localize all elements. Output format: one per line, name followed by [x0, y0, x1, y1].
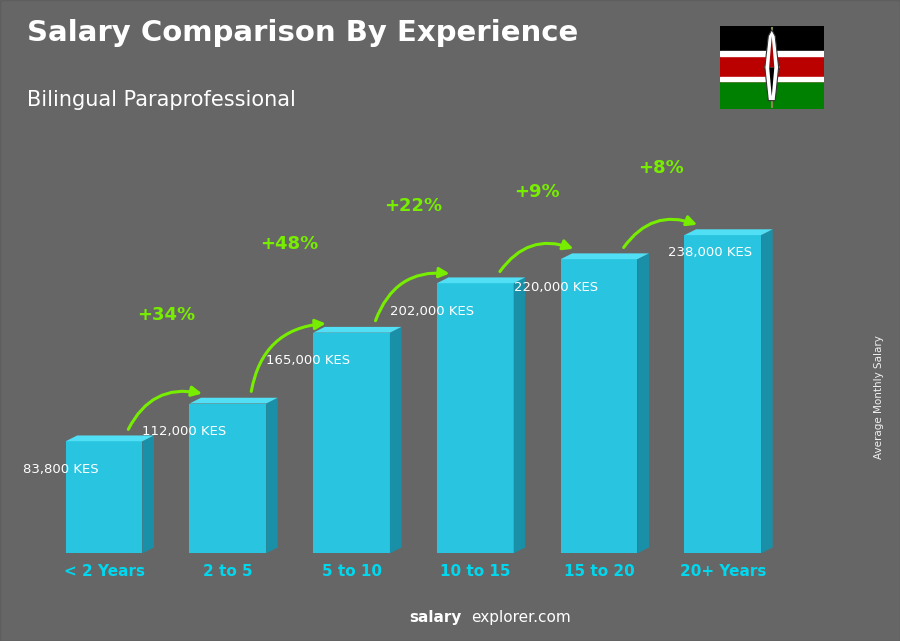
Text: salary: salary — [410, 610, 462, 625]
Text: 202,000 KES: 202,000 KES — [390, 305, 474, 318]
Polygon shape — [313, 327, 401, 333]
Text: Salary Comparison By Experience: Salary Comparison By Experience — [27, 19, 578, 47]
Polygon shape — [66, 435, 154, 441]
Polygon shape — [189, 404, 266, 553]
Polygon shape — [770, 36, 774, 67]
Polygon shape — [561, 259, 637, 553]
Text: 2 to 5: 2 to 5 — [203, 564, 253, 579]
Polygon shape — [561, 253, 649, 259]
Text: 238,000 KES: 238,000 KES — [669, 246, 752, 259]
Text: Bilingual Paraprofessional: Bilingual Paraprofessional — [27, 90, 296, 110]
Polygon shape — [514, 278, 526, 553]
Polygon shape — [313, 333, 390, 553]
Bar — [720, 77, 824, 81]
Text: +8%: +8% — [638, 160, 684, 178]
Text: 83,800 KES: 83,800 KES — [22, 463, 99, 476]
Polygon shape — [765, 29, 778, 101]
Bar — [720, 26, 824, 53]
Text: 112,000 KES: 112,000 KES — [142, 425, 227, 438]
Polygon shape — [437, 278, 526, 283]
Text: +22%: +22% — [384, 197, 443, 215]
Polygon shape — [437, 283, 514, 553]
Text: 10 to 15: 10 to 15 — [440, 564, 510, 579]
Text: +9%: +9% — [515, 183, 560, 201]
Polygon shape — [685, 229, 773, 235]
Text: 165,000 KES: 165,000 KES — [266, 354, 350, 367]
Polygon shape — [189, 398, 278, 404]
Text: 5 to 10: 5 to 10 — [321, 564, 382, 579]
Bar — [720, 53, 824, 81]
Text: 220,000 KES: 220,000 KES — [514, 281, 598, 294]
Polygon shape — [761, 229, 773, 553]
Bar — [720, 51, 824, 56]
Text: 15 to 20: 15 to 20 — [563, 564, 634, 579]
Polygon shape — [637, 253, 649, 553]
Polygon shape — [770, 67, 774, 96]
Text: Average Monthly Salary: Average Monthly Salary — [874, 335, 884, 460]
Polygon shape — [66, 441, 142, 553]
Polygon shape — [142, 435, 154, 553]
Polygon shape — [685, 235, 761, 553]
Polygon shape — [390, 327, 401, 553]
Text: +48%: +48% — [261, 235, 319, 253]
Polygon shape — [266, 398, 278, 553]
Text: explorer.com: explorer.com — [471, 610, 571, 625]
Text: 20+ Years: 20+ Years — [680, 564, 766, 579]
Text: +34%: +34% — [137, 306, 195, 324]
Text: < 2 Years: < 2 Years — [64, 564, 145, 579]
